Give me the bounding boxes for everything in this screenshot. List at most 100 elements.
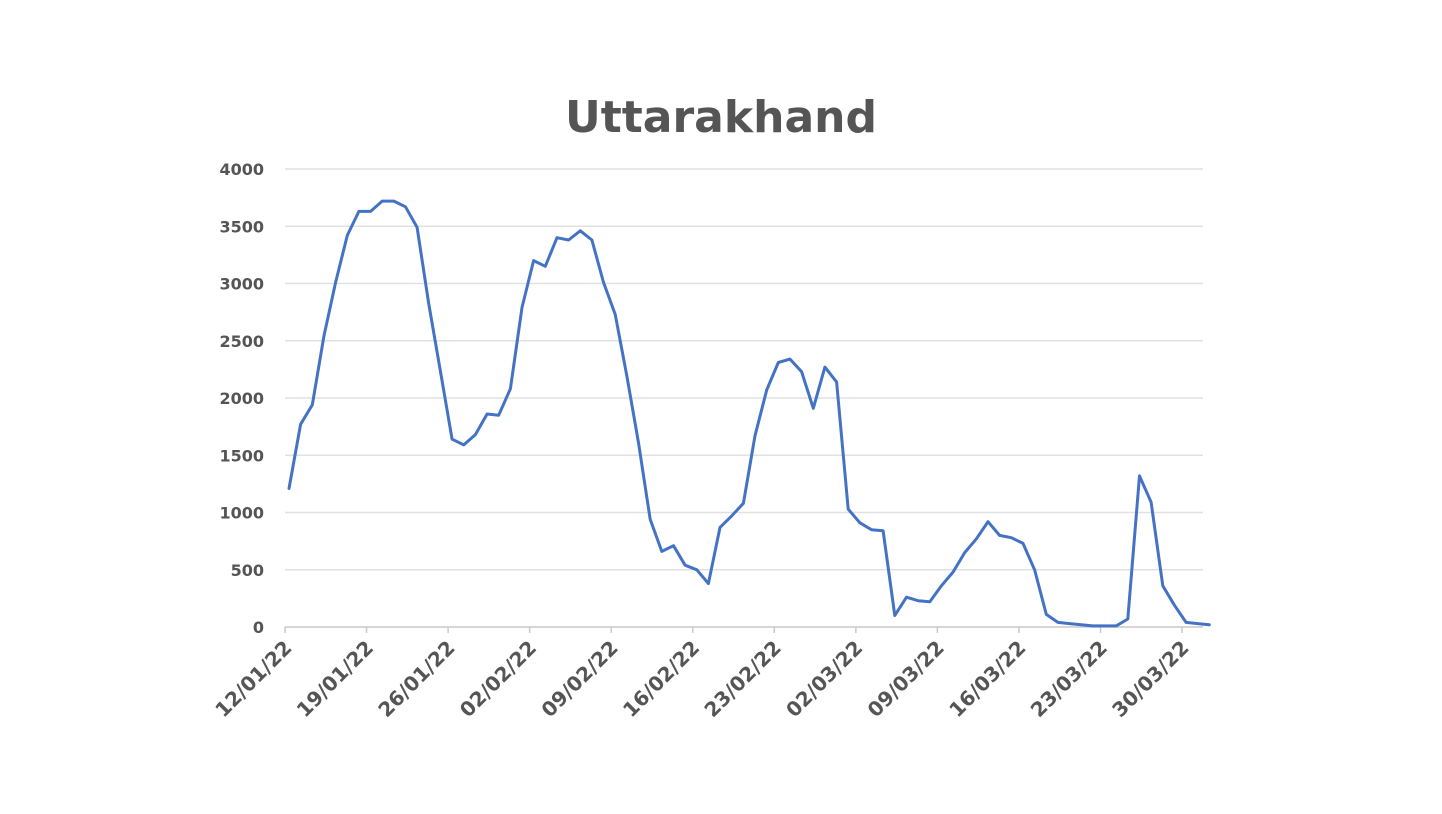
data-point-17/01/22 bbox=[346, 234, 349, 237]
data-point-05/03/22 bbox=[893, 614, 896, 617]
data-point-18/03/22 bbox=[1045, 613, 1048, 616]
data-point-12/01/22 bbox=[287, 487, 291, 490]
data-point-06/02/22 bbox=[579, 229, 582, 232]
data-point-24/02/22 bbox=[788, 357, 792, 361]
data-point-27/01/22 bbox=[462, 443, 465, 447]
data-point-22/03/22 bbox=[1091, 624, 1095, 628]
x-tick-label: 26/01/22 bbox=[373, 636, 459, 722]
data-point-17/03/22 bbox=[1033, 568, 1036, 571]
data-point-14/03/22 bbox=[998, 534, 1001, 537]
data-point-24/03/22 bbox=[1115, 624, 1118, 628]
x-tick-label: 16/03/22 bbox=[944, 636, 1030, 722]
data-point-28/03/22 bbox=[1161, 584, 1165, 587]
data-point-07/03/22 bbox=[916, 599, 920, 602]
data-point-20/01/22 bbox=[381, 199, 384, 203]
data-point-16/03/22 bbox=[1021, 542, 1025, 545]
data-point-09/03/22 bbox=[940, 584, 943, 587]
data-point-18/01/22 bbox=[357, 210, 361, 213]
data-point-09/02/22 bbox=[614, 313, 617, 316]
data-point-01/02/22 bbox=[520, 306, 524, 309]
x-tick-label: 09/02/22 bbox=[536, 636, 622, 722]
x-tick-label: 19/01/22 bbox=[292, 636, 378, 722]
data-point-14/01/22 bbox=[311, 403, 314, 407]
data-point-23/01/22 bbox=[415, 226, 419, 229]
data-point-20/03/22 bbox=[1068, 622, 1071, 625]
data-point-26/02/22 bbox=[812, 407, 815, 410]
y-tick-label: 1500 bbox=[219, 446, 264, 465]
x-tick-label: 16/02/22 bbox=[618, 636, 704, 722]
data-point-19/02/22 bbox=[730, 514, 733, 518]
data-point-02/02/22 bbox=[532, 259, 535, 262]
data-point-26/01/22 bbox=[450, 438, 454, 441]
data-point-21/01/22 bbox=[392, 199, 396, 203]
y-tick-label: 3500 bbox=[219, 217, 264, 236]
data-point-04/03/22 bbox=[881, 529, 885, 532]
data-point-10/03/22 bbox=[951, 570, 955, 574]
data-point-08/02/22 bbox=[602, 281, 605, 284]
y-tick-label: 2000 bbox=[219, 389, 264, 408]
data-point-11/03/22 bbox=[963, 551, 966, 554]
data-point-19/03/22 bbox=[1056, 621, 1060, 624]
data-point-25/01/22 bbox=[439, 370, 442, 373]
data-point-08/03/22 bbox=[928, 600, 931, 603]
data-point-11/02/22 bbox=[637, 441, 640, 444]
data-point-28/02/22 bbox=[835, 380, 838, 384]
data-point-07/02/22 bbox=[590, 238, 594, 242]
data-point-01/03/22 bbox=[847, 507, 850, 511]
data-point-27/02/22 bbox=[823, 365, 827, 369]
data-point-23/03/22 bbox=[1103, 624, 1106, 628]
data-point-15/01/22 bbox=[322, 335, 326, 338]
data-point-03/02/22 bbox=[544, 265, 547, 268]
gridlines bbox=[285, 168, 1203, 628]
data-point-27/03/22 bbox=[1149, 501, 1153, 504]
data-point-30/03/22 bbox=[1184, 621, 1188, 624]
data-point-29/03/22 bbox=[1173, 604, 1176, 607]
data-point-22/02/22 bbox=[765, 388, 768, 392]
data-point-23/02/22 bbox=[777, 361, 780, 364]
x-tick-label: 23/02/22 bbox=[699, 636, 785, 722]
data-point-22/01/22 bbox=[404, 205, 407, 208]
data-point-29/01/22 bbox=[485, 412, 489, 416]
data-point-05/02/22 bbox=[567, 238, 570, 242]
data-point-17/02/22 bbox=[707, 582, 710, 585]
data-point-30/01/22 bbox=[497, 414, 500, 417]
x-tick-label: 02/02/22 bbox=[455, 636, 541, 722]
data-point-20/02/22 bbox=[742, 502, 745, 505]
y-tick-label: 1000 bbox=[219, 504, 264, 523]
data-point-24/01/22 bbox=[427, 302, 430, 306]
data-point-12/03/22 bbox=[975, 537, 978, 540]
y-tick-label: 0 bbox=[253, 618, 264, 637]
y-tick-label: 4000 bbox=[219, 160, 264, 179]
data-point-15/02/22 bbox=[683, 564, 687, 567]
x-tick-label: 02/03/22 bbox=[781, 636, 867, 722]
x-axis: 12/01/2219/01/2226/01/2202/02/2209/02/22… bbox=[210, 627, 1194, 722]
data-point-16/01/22 bbox=[334, 281, 337, 284]
data-point-15/03/22 bbox=[1010, 536, 1013, 539]
y-axis: 0 500 1000 1500 2000 2500 3000 3500 4000 bbox=[219, 160, 264, 637]
y-tick-label: 2500 bbox=[219, 332, 264, 351]
data-point-12/02/22 bbox=[649, 518, 652, 521]
data-point-18/02/22 bbox=[718, 526, 722, 529]
data-point-16/02/22 bbox=[695, 568, 698, 571]
data-point-28/01/22 bbox=[474, 433, 477, 436]
data-point-25/03/22 bbox=[1126, 617, 1130, 621]
data-point-06/03/22 bbox=[905, 596, 908, 599]
x-tick-label: 09/03/22 bbox=[863, 636, 949, 722]
x-tick-label: 23/03/22 bbox=[1026, 636, 1112, 722]
data-point-02/03/22 bbox=[858, 521, 862, 524]
y-tick-label: 500 bbox=[231, 561, 264, 580]
data-point-01/04/22 bbox=[1208, 623, 1211, 626]
data-point-13/02/22 bbox=[660, 550, 663, 553]
x-tick-label: 12/01/22 bbox=[210, 636, 296, 722]
y-tick-label: 3000 bbox=[219, 275, 264, 294]
x-tick-label: 30/03/22 bbox=[1107, 636, 1193, 722]
data-point-13/03/22 bbox=[986, 520, 990, 523]
data-point-31/03/22 bbox=[1196, 622, 1199, 625]
data-point-31/01/22 bbox=[509, 387, 512, 390]
data-point-10/02/22 bbox=[625, 375, 629, 378]
data-point-04/02/22 bbox=[555, 236, 559, 239]
chart-title: Uttarakhand bbox=[565, 92, 877, 143]
series-layer bbox=[287, 199, 1211, 628]
data-point-21/02/22 bbox=[753, 434, 757, 437]
